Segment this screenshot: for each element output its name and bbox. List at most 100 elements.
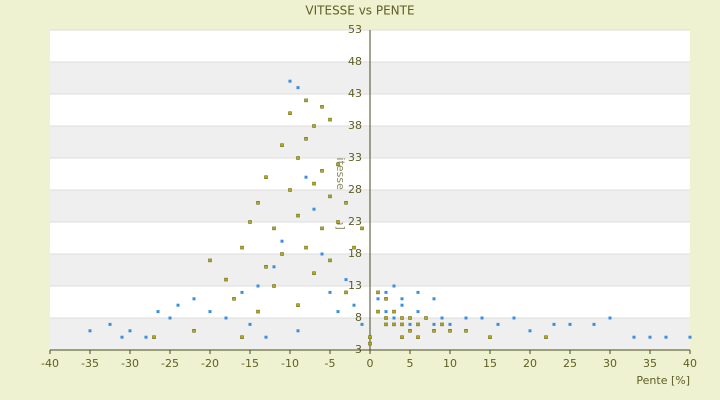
scatter-point xyxy=(128,329,132,333)
scatter-point xyxy=(336,310,340,314)
scatter-point xyxy=(224,277,228,282)
scatter-point xyxy=(400,303,404,307)
x-tick-label: 20 xyxy=(523,357,537,370)
y-tick-label: 18 xyxy=(348,247,362,260)
scatter-point xyxy=(384,297,388,301)
scatter-point xyxy=(288,111,292,115)
scatter-point xyxy=(296,303,300,307)
scatter-point xyxy=(416,290,420,294)
scatter-point xyxy=(352,303,356,307)
scatter-point xyxy=(552,322,556,326)
scatter-point xyxy=(344,290,348,295)
scatter-point xyxy=(248,220,252,224)
scatter-point xyxy=(592,322,596,326)
scatter-point xyxy=(360,322,364,326)
scatter-point xyxy=(144,335,148,339)
scatter-point xyxy=(88,329,92,333)
scatter-point xyxy=(440,316,444,320)
scatter-point xyxy=(432,297,436,301)
scatter-point xyxy=(440,322,444,327)
scatter-point xyxy=(400,297,404,301)
scatter-point xyxy=(376,297,380,301)
x-tick-label: -20 xyxy=(201,357,219,370)
y-tick-label: 28 xyxy=(348,183,362,196)
scatter-point xyxy=(496,322,500,326)
scatter-point xyxy=(544,335,548,339)
scatter-point xyxy=(392,322,396,327)
x-tick-label: 0 xyxy=(367,357,374,370)
scatter-point xyxy=(336,220,340,224)
scatter-point xyxy=(416,322,420,327)
scatter-point xyxy=(264,335,268,339)
scatter-point xyxy=(288,188,292,192)
scatter-point xyxy=(256,284,260,288)
scatter-point xyxy=(264,265,268,269)
x-tick-label: -5 xyxy=(325,357,336,370)
scatter-point xyxy=(280,252,284,256)
scatter-point xyxy=(256,309,260,314)
scatter-point xyxy=(280,239,284,243)
scatter-point xyxy=(344,278,348,282)
scatter-point xyxy=(384,322,388,327)
scatter-point xyxy=(280,143,284,147)
x-tick-label: -15 xyxy=(241,357,259,370)
scatter-point xyxy=(296,213,300,218)
scatter-point xyxy=(408,316,412,320)
scatter-point xyxy=(296,156,300,160)
scatter-point xyxy=(480,316,484,320)
scatter-point xyxy=(156,310,160,314)
scatter-point xyxy=(400,322,404,327)
scatter-point xyxy=(240,245,244,250)
scatter-point xyxy=(328,258,332,263)
scatter-point xyxy=(192,329,196,333)
scatter-point xyxy=(176,303,180,307)
scatter-point xyxy=(688,335,692,339)
scatter-point xyxy=(304,137,308,141)
scatter-point xyxy=(272,226,276,231)
scatter-point xyxy=(608,316,612,320)
scatter-point xyxy=(408,322,412,326)
scatter-point xyxy=(328,290,332,294)
scatter-point xyxy=(304,175,308,179)
scatter-point xyxy=(208,310,212,314)
scatter-point xyxy=(512,316,516,320)
x-tick-label: -25 xyxy=(161,357,179,370)
scatter-point xyxy=(448,329,452,333)
scatter-point xyxy=(568,322,572,326)
scatter-point xyxy=(464,316,468,320)
scatter-point xyxy=(152,335,156,339)
scatter-point xyxy=(208,258,212,263)
x-tick-label: 15 xyxy=(483,357,497,370)
y-tick-label: 38 xyxy=(348,119,362,132)
scatter-point xyxy=(384,290,388,294)
x-tick-label: 10 xyxy=(443,357,457,370)
scatter-point xyxy=(108,322,112,326)
x-tick-label: -30 xyxy=(121,357,139,370)
scatter-point xyxy=(344,201,348,205)
scatter-point xyxy=(256,201,260,205)
scatter-point xyxy=(392,284,396,288)
scatter-point xyxy=(664,335,668,339)
scatter-point xyxy=(488,335,492,339)
scatter-point xyxy=(368,335,372,339)
scatter-point xyxy=(288,79,292,83)
y-tick-label: 33 xyxy=(348,151,362,164)
scatter-point xyxy=(120,335,124,339)
scatter-point xyxy=(248,322,252,326)
x-axis-title: Pente [%] xyxy=(636,374,690,387)
y-tick-label: 23 xyxy=(348,215,362,228)
scatter-point xyxy=(336,162,340,167)
scatter-point xyxy=(392,316,396,320)
scatter-point xyxy=(416,310,420,314)
scatter-point xyxy=(392,309,396,314)
y-tick-label: 48 xyxy=(348,55,362,68)
scatter-point xyxy=(312,207,316,211)
scatter-point xyxy=(352,245,356,250)
scatter-point xyxy=(304,245,308,250)
scatter-point xyxy=(432,322,436,326)
scatter-point xyxy=(320,226,324,231)
x-tick-label: -35 xyxy=(81,357,99,370)
scatter-point xyxy=(304,98,308,103)
scatter-point xyxy=(240,290,244,294)
